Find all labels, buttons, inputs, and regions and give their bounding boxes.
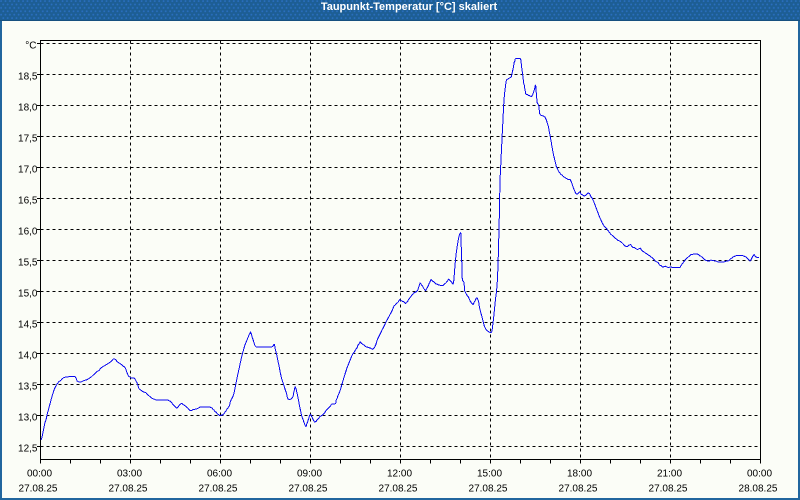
svg-text:15,0: 15,0 bbox=[18, 289, 38, 300]
svg-text:14,0: 14,0 bbox=[18, 351, 38, 362]
svg-text:21:00: 21:00 bbox=[657, 469, 682, 480]
svg-text:16,5: 16,5 bbox=[18, 196, 38, 207]
svg-text:17,0: 17,0 bbox=[18, 165, 38, 176]
svg-text:12:00: 12:00 bbox=[387, 469, 412, 480]
svg-text:18,5: 18,5 bbox=[18, 72, 38, 83]
svg-text:00:00: 00:00 bbox=[747, 469, 772, 480]
svg-text:03:00: 03:00 bbox=[117, 469, 142, 480]
svg-text:13,5: 13,5 bbox=[18, 382, 38, 393]
svg-text:17,5: 17,5 bbox=[18, 134, 38, 145]
svg-text:°C: °C bbox=[25, 41, 36, 52]
svg-text:27.08.25: 27.08.25 bbox=[379, 484, 418, 495]
svg-text:06:00: 06:00 bbox=[207, 469, 232, 480]
svg-text:27.08.25: 27.08.25 bbox=[649, 484, 688, 495]
svg-text:18,0: 18,0 bbox=[18, 103, 38, 114]
svg-text:27.08.25: 27.08.25 bbox=[109, 484, 148, 495]
svg-text:27.08.25: 27.08.25 bbox=[289, 484, 328, 495]
svg-text:27.08.25: 27.08.25 bbox=[19, 484, 58, 495]
svg-text:14,5: 14,5 bbox=[18, 320, 38, 331]
svg-text:09:00: 09:00 bbox=[297, 469, 322, 480]
svg-text:16,0: 16,0 bbox=[18, 227, 38, 238]
svg-text:18:00: 18:00 bbox=[567, 469, 592, 480]
svg-text:27.08.25: 27.08.25 bbox=[199, 484, 238, 495]
svg-text:27.08.25: 27.08.25 bbox=[559, 484, 598, 495]
svg-text:15:00: 15:00 bbox=[477, 469, 502, 480]
svg-text:00:00: 00:00 bbox=[27, 469, 52, 480]
svg-text:28.08.25: 28.08.25 bbox=[739, 484, 778, 495]
svg-text:13,0: 13,0 bbox=[18, 413, 38, 424]
svg-text:12,5: 12,5 bbox=[18, 444, 38, 455]
svg-text:15,5: 15,5 bbox=[18, 258, 38, 269]
svg-text:27.08.25: 27.08.25 bbox=[469, 484, 508, 495]
